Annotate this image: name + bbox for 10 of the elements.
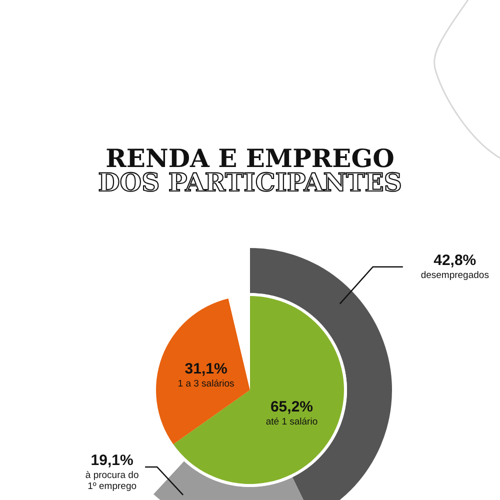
data-label: 42,8% xyxy=(434,252,476,269)
slice-label: 1 a 3 salários xyxy=(178,378,235,390)
pie-slice xyxy=(173,296,344,484)
data-label: 65,2% xyxy=(270,398,314,416)
pie-slice xyxy=(156,298,250,444)
slice-label: até 1 salário xyxy=(266,416,318,428)
data-label: 31,1% xyxy=(184,360,228,378)
slice-label: desempregados xyxy=(420,270,490,281)
slice-label: à procura do 1º emprego xyxy=(85,470,139,492)
data-label: 19,1% xyxy=(90,452,134,469)
